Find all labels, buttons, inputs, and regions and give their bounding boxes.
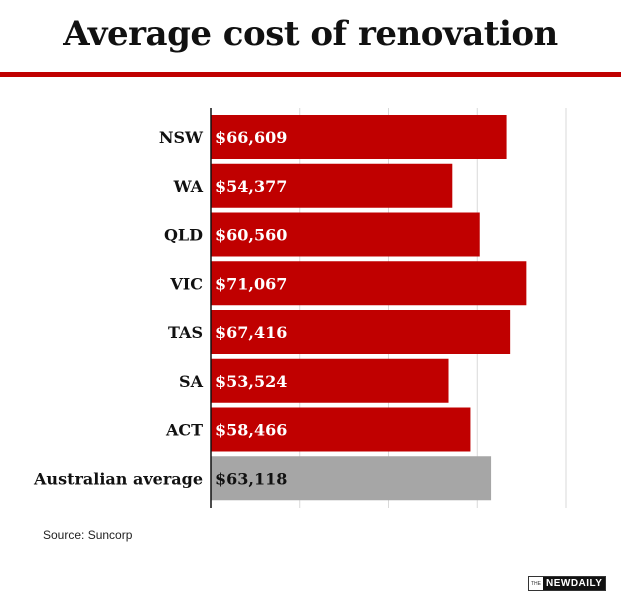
category-label: SA — [179, 372, 204, 391]
bar — [211, 163, 453, 208]
chart-title: Average cost of renovation — [63, 14, 558, 54]
category-label: VIC — [169, 274, 203, 293]
bar — [211, 212, 480, 257]
bar — [211, 261, 527, 306]
value-label: $66,609 — [215, 128, 287, 147]
bar — [211, 358, 449, 403]
category-label: Australian average — [33, 469, 203, 488]
value-label: $60,560 — [215, 226, 287, 245]
bar — [211, 115, 507, 159]
value-label: $63,118 — [215, 469, 287, 488]
bar — [211, 407, 471, 452]
source-note: Source: Suncorp — [43, 528, 133, 542]
value-label: $54,377 — [215, 177, 287, 196]
value-label: $58,466 — [215, 421, 287, 440]
brand-prefix: THE — [531, 580, 541, 587]
brand-logo: THE NEWDAILY — [528, 576, 607, 591]
category-label: WA — [173, 177, 204, 196]
category-label: NSW — [159, 128, 204, 147]
value-label: $53,524 — [215, 372, 287, 391]
category-label: TAS — [168, 323, 203, 342]
value-label: $67,416 — [215, 323, 287, 342]
title-rule — [0, 72, 621, 77]
average-bar — [211, 456, 492, 501]
bar — [211, 310, 511, 354]
brand-name: NEWDAILY — [543, 577, 606, 590]
value-label: $71,067 — [215, 274, 287, 293]
category-label: QLD — [164, 226, 203, 245]
category-label: ACT — [165, 421, 203, 440]
